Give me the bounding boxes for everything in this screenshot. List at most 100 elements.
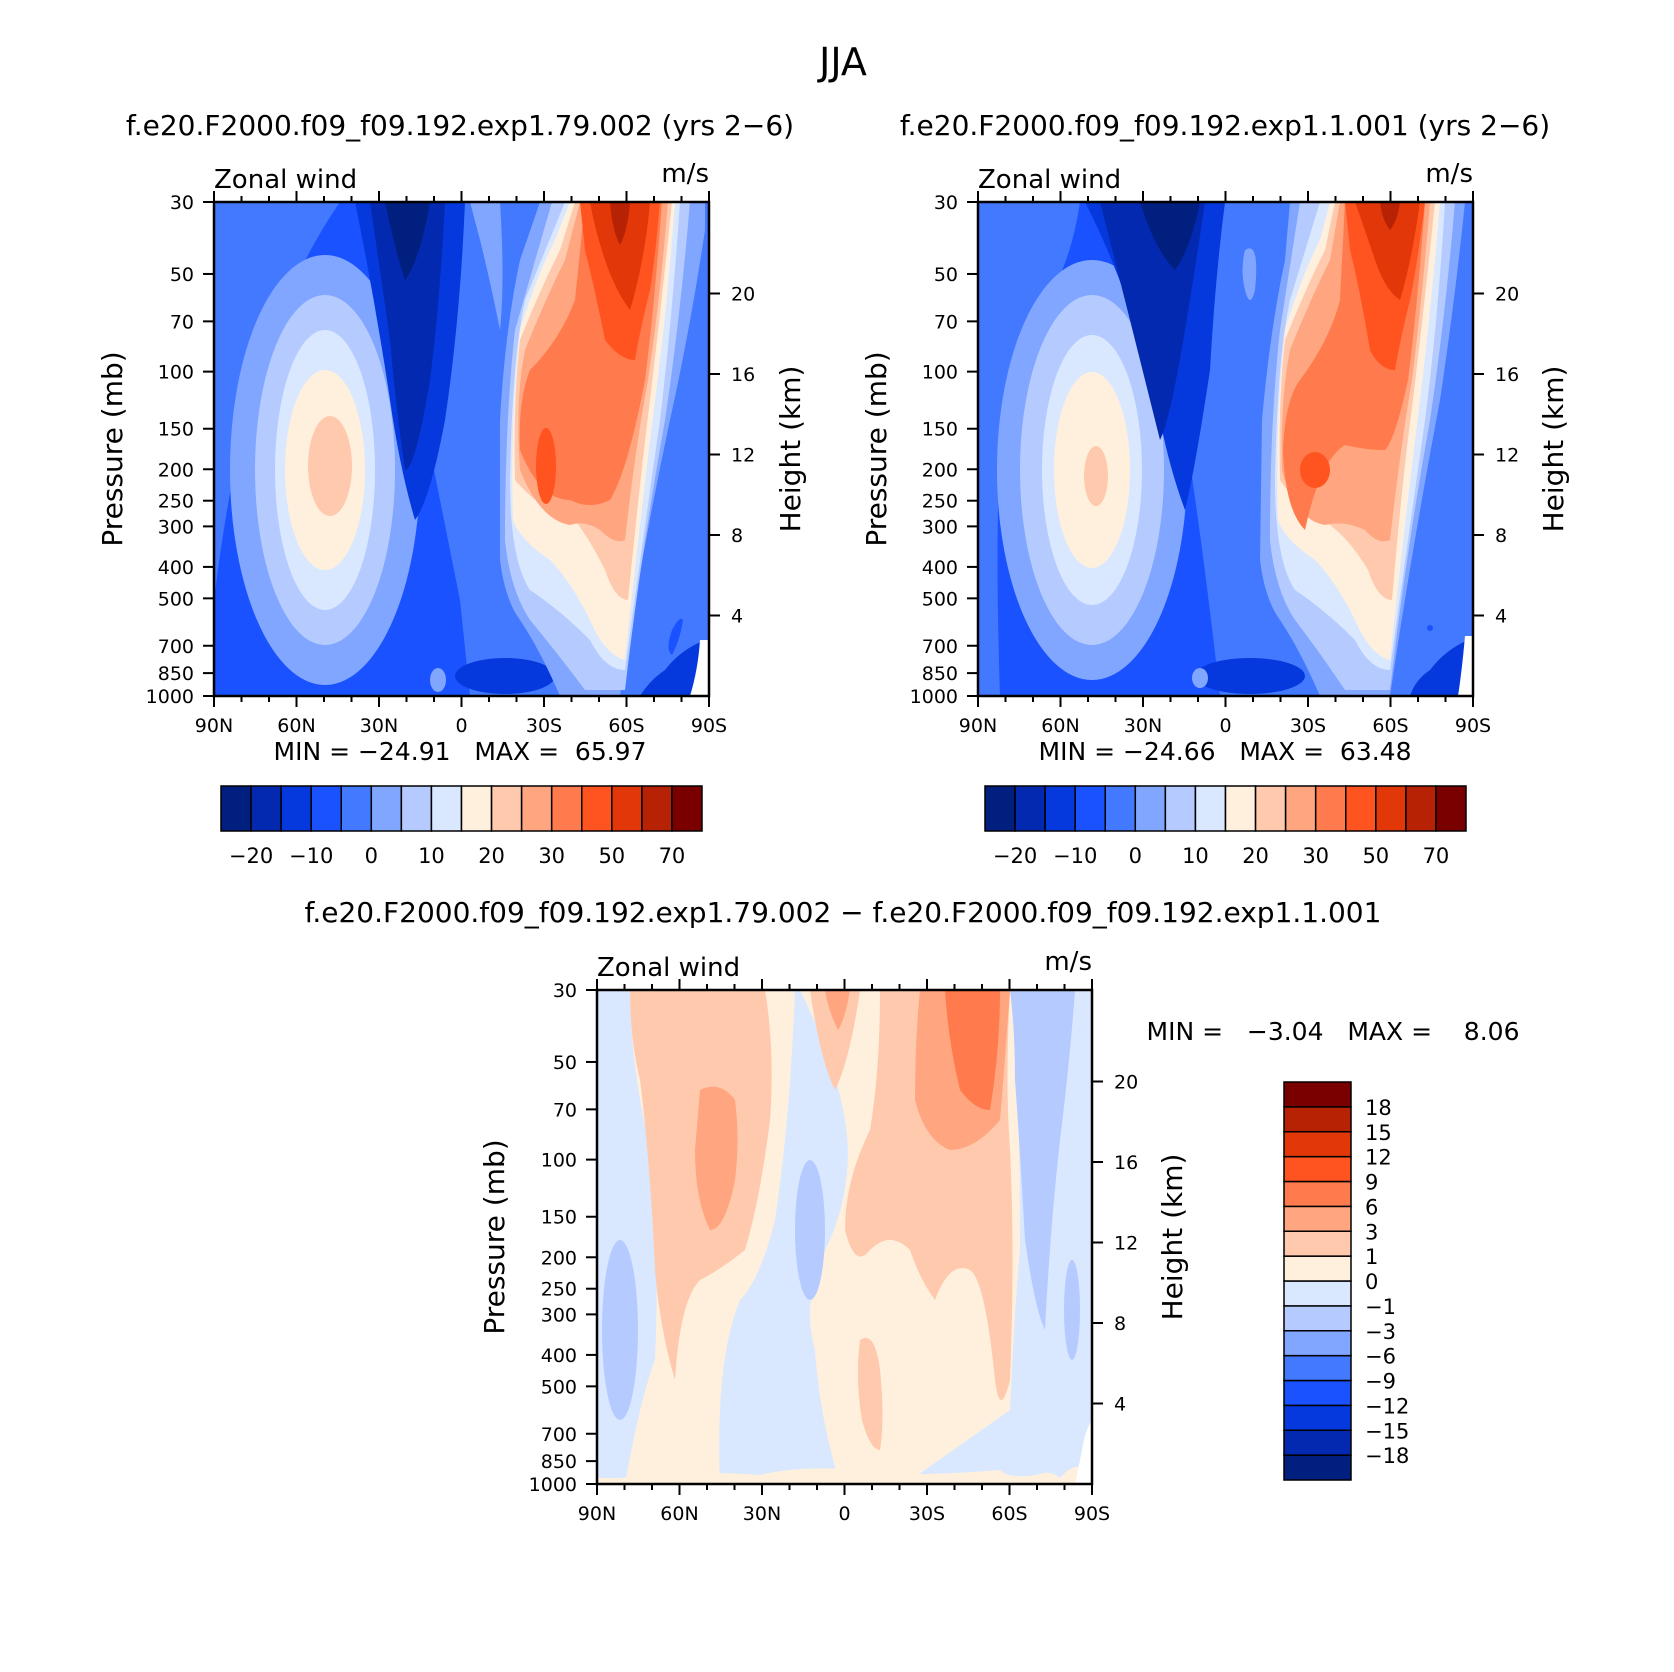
colorbar-label: 0 [1365, 1270, 1378, 1294]
colorbar-box [1283, 1106, 1352, 1133]
y-tick-label: 50 [170, 264, 194, 286]
colorbar-box [1314, 785, 1347, 832]
x-tick-label: 60N [1041, 715, 1079, 737]
y-tick-label: 70 [170, 311, 194, 333]
diff-stats: MIN = −3.04 MAX = 8.06 [1147, 1017, 1520, 1046]
colorbar-box [1014, 785, 1046, 832]
colorbar-label: 12 [1365, 1146, 1392, 1170]
figure-title: JJA [817, 40, 867, 84]
y-tick-label: 700 [541, 1424, 577, 1446]
y-tick-label: 150 [922, 419, 958, 441]
colorbar-box [220, 785, 252, 832]
y-tick-label: 400 [922, 557, 958, 579]
y-tick-label: 100 [158, 362, 194, 384]
y-tick-label: 100 [922, 362, 958, 384]
y-tick-label: 150 [158, 419, 194, 441]
colorbar-box [1435, 785, 1467, 832]
y-tick-label: 500 [922, 588, 958, 610]
height-tick-label: 4 [731, 605, 743, 627]
colorbar-label: 70 [1423, 844, 1450, 868]
x-tick-label: 0 [455, 715, 467, 737]
y-tick-label: 250 [541, 1279, 577, 1301]
colorbar-box [1345, 785, 1377, 832]
panel1-stats: MIN = −24.91 MAX = 65.97 [274, 737, 647, 766]
x-tick-label: 60N [660, 1503, 698, 1525]
panel2-stats: MIN = −24.66 MAX = 63.48 [1039, 737, 1412, 766]
y-tick-label: 150 [541, 1207, 577, 1229]
y-tick-label: 700 [922, 636, 958, 658]
y-tick-label: 850 [922, 663, 958, 685]
diff-panel: 90N 60N 30N 0 30S 60S 90S305070100150200250300… [478, 947, 1519, 1525]
colorbar-box [1134, 785, 1167, 832]
colorbar-box [1283, 1379, 1352, 1407]
colorbar-label: 3 [1365, 1220, 1378, 1244]
y-tick-label: 300 [922, 516, 958, 538]
colorbar-label: −12 [1365, 1394, 1409, 1418]
x-tick-label: 30S [909, 1503, 945, 1525]
colorbar-label: −15 [1365, 1419, 1409, 1443]
colorbar-box [1283, 1081, 1352, 1108]
colorbar-label: −3 [1365, 1320, 1396, 1344]
height-tick-label: 20 [1114, 1071, 1138, 1093]
panel2-colorbar: −20 −10 0 10 20 30 50 70 [984, 785, 1467, 868]
colorbar-label: −6 [1365, 1345, 1396, 1369]
y-tick-label: 70 [553, 1099, 577, 1121]
panel1-units-label: m/s [661, 159, 709, 189]
panel2-contours [978, 202, 1473, 696]
y-tick-label: 50 [553, 1052, 577, 1074]
colorbar-box [1405, 785, 1437, 832]
colorbar-label: −10 [1053, 844, 1097, 868]
height-tick-label: 8 [731, 525, 743, 547]
x-tick-label: 60S [991, 1503, 1027, 1525]
y-tick-label: 200 [922, 459, 958, 481]
colorbar-label: 30 [1302, 844, 1329, 868]
y-tick-label: 500 [541, 1376, 577, 1398]
y-tick-label: 850 [541, 1451, 577, 1473]
colorbar-box [400, 785, 433, 832]
y-tick-label: 30 [170, 192, 194, 214]
diff-contours [597, 990, 1092, 1484]
colorbar-box [641, 785, 673, 832]
y-tick-label: 30 [553, 980, 577, 1002]
panel2-title: f.e20.F2000.f09_f09.192.exp1.1.001 (yrs … [900, 109, 1550, 142]
colorbar-box [1164, 785, 1197, 832]
colorbar-box [1283, 1305, 1352, 1332]
panel1: 90N 60N 30N 0 30S 60S 90S305070100150200250300… [96, 159, 807, 868]
colorbar-box [1283, 1429, 1352, 1456]
colorbar-label: 18 [1365, 1096, 1392, 1120]
y-tick-label: 850 [158, 663, 194, 685]
colorbar-label: 6 [1365, 1195, 1378, 1219]
x-tick-label: 30N [743, 1503, 781, 1525]
height-tick-label: 16 [1114, 1152, 1138, 1174]
y-tick-label: 700 [158, 636, 194, 658]
colorbar-box [520, 785, 553, 832]
colorbar-box [280, 785, 312, 832]
panel2: 90N 60N 30N 0 30S 60S 90S305070100150200250300… [860, 159, 1570, 868]
colorbar-box [1283, 1354, 1352, 1382]
y-tick-label: 300 [541, 1304, 577, 1326]
colorbar-box [550, 785, 583, 832]
height-tick-label: 12 [731, 444, 755, 466]
colorbar-box [430, 785, 463, 832]
y-tick-label: 1000 [529, 1474, 577, 1496]
colorbar-label: 0 [1129, 844, 1142, 868]
colorbar-box [460, 785, 493, 832]
x-tick-label: 90S [691, 715, 727, 737]
panel1-zonal-label: Zonal wind [214, 165, 357, 195]
colorbar-box [340, 785, 373, 832]
diff-zonal-label: Zonal wind [597, 953, 740, 983]
y-tick-label: 1000 [146, 686, 194, 708]
colorbar-label: 20 [478, 844, 505, 868]
colorbar-box [1283, 1131, 1352, 1158]
y-tick-label: 500 [158, 588, 194, 610]
height-tick-label: 20 [1495, 283, 1519, 305]
y-tick-label: 30 [934, 192, 958, 214]
colorbar-box [1283, 1454, 1352, 1481]
panel1-title: f.e20.F2000.f09_f09.192.exp1.79.002 (yrs… [126, 109, 794, 142]
colorbar-label: −20 [229, 844, 273, 868]
colorbar-box [984, 785, 1016, 832]
colorbar-box [1044, 785, 1076, 832]
colorbar-box [1194, 785, 1227, 832]
colorbar-box [250, 785, 282, 832]
